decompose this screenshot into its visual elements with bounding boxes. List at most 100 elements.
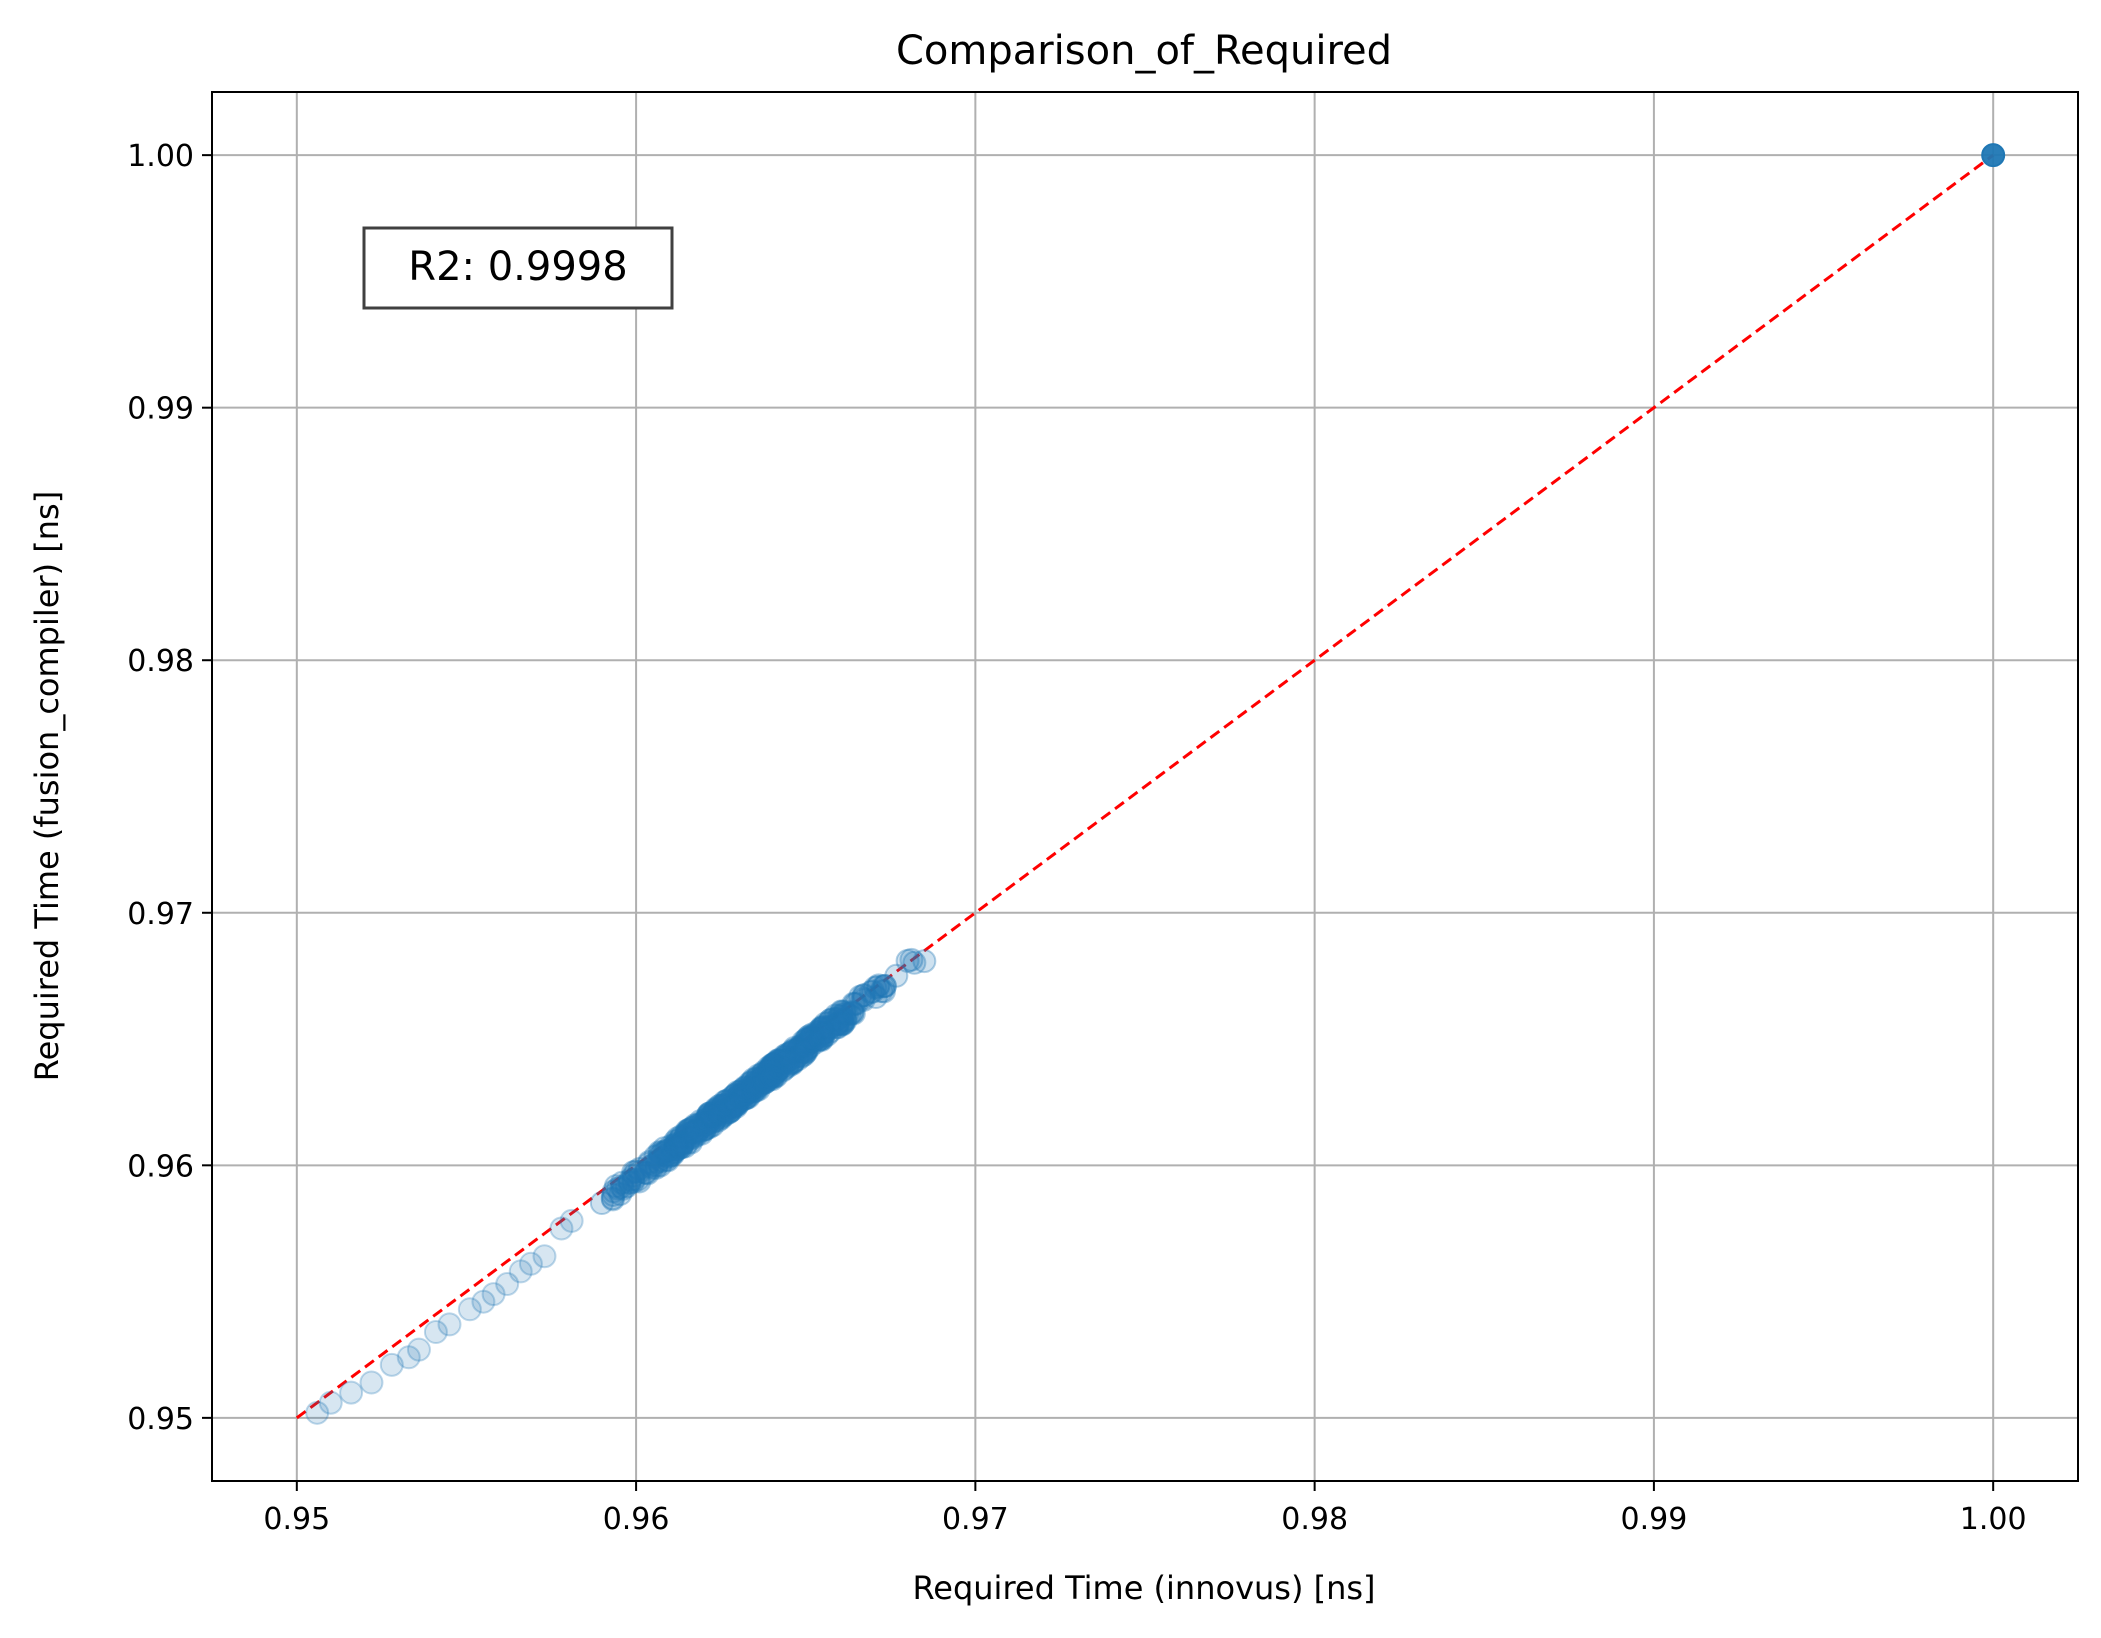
scatter-point <box>756 1067 781 1092</box>
scatter-point <box>761 1054 786 1079</box>
scatter-point <box>669 1125 694 1150</box>
scatter-point <box>720 1084 745 1109</box>
scatter-point <box>780 1050 805 1075</box>
scatter-point <box>681 1115 706 1140</box>
scatter-point <box>912 949 937 974</box>
scatter-point <box>757 1064 782 1089</box>
scatter-point <box>685 1118 710 1143</box>
scatter-point <box>649 1149 674 1174</box>
scatter-point <box>851 987 876 1012</box>
scatter-point <box>672 1130 697 1155</box>
scatter-point <box>749 1066 774 1091</box>
scatter-point <box>831 1011 856 1036</box>
scatter-point <box>724 1094 749 1119</box>
scatter-point <box>656 1145 681 1170</box>
scatter-point <box>684 1123 709 1148</box>
scatter-point <box>718 1098 743 1123</box>
scatter-point <box>689 1121 714 1146</box>
scatter-point <box>794 1037 819 1062</box>
scatter-point <box>714 1094 739 1119</box>
scatter-point <box>635 1161 660 1186</box>
scatter-point <box>692 1117 717 1142</box>
scatter-point <box>773 1048 798 1073</box>
scatter-point <box>655 1138 680 1163</box>
axis-ticks <box>202 154 1995 1491</box>
scatter-point <box>702 1108 727 1133</box>
scatter-point <box>830 1009 855 1034</box>
scatter-point <box>645 1150 670 1175</box>
scatter-point <box>758 1062 783 1087</box>
scatter-point <box>733 1085 758 1110</box>
scatter-point <box>708 1105 733 1130</box>
scatter-point <box>640 1155 665 1180</box>
scatter-point <box>745 1076 770 1101</box>
scatter-point <box>671 1130 696 1155</box>
scatter-point <box>823 1003 848 1028</box>
scatter-point <box>741 1080 766 1105</box>
scatter-point <box>733 1075 758 1100</box>
scatter-point <box>692 1113 717 1138</box>
scatter-point <box>703 1101 728 1126</box>
scatter-point <box>775 1053 800 1078</box>
scatter-point <box>902 950 927 975</box>
scatter-point <box>756 1059 781 1084</box>
scatter-point <box>755 1059 780 1084</box>
scatter-point <box>758 1057 783 1082</box>
r2-annotation-box: R2: 0.9998 <box>362 226 674 310</box>
scatter-point <box>664 1134 689 1159</box>
scatter-point <box>724 1091 749 1116</box>
scatter-point <box>784 1041 809 1066</box>
scatter-point <box>781 1039 806 1064</box>
scatter-point <box>810 1021 835 1046</box>
scatter-point <box>791 1033 816 1058</box>
scatter-point <box>858 980 883 1005</box>
scatter-point <box>772 1051 797 1076</box>
scatter-point <box>777 1041 802 1066</box>
scatter-point <box>795 1025 820 1050</box>
scatter-point <box>712 1101 737 1126</box>
scatter-point <box>716 1089 741 1114</box>
scatter-point <box>719 1086 744 1111</box>
scatter-point <box>809 1024 834 1049</box>
scatter-point <box>749 1065 774 1090</box>
scatter-point <box>731 1077 756 1102</box>
scatter-point <box>772 1056 797 1081</box>
scatter-point <box>785 1044 810 1069</box>
scatter-point <box>700 1103 725 1128</box>
scatter-point <box>724 1091 749 1116</box>
scatter-point <box>775 1048 800 1073</box>
scatter-point <box>685 1119 710 1144</box>
scatter-point <box>718 1092 743 1117</box>
scatter-point <box>776 1051 801 1076</box>
scatter-point <box>725 1080 750 1105</box>
scatter-point <box>669 1132 694 1157</box>
scatter-point <box>680 1126 705 1151</box>
scatter-point <box>318 1390 343 1415</box>
scatter-point <box>790 1029 815 1054</box>
scatter-point <box>678 1124 703 1149</box>
scatter-point <box>707 1093 732 1118</box>
scatter-point <box>724 1092 749 1117</box>
scatter-point <box>740 1076 765 1101</box>
scatter-point <box>648 1142 673 1167</box>
scatter-point <box>825 1012 850 1037</box>
scatter-point <box>812 1020 837 1045</box>
scatter-point <box>379 1352 404 1377</box>
scatter-point <box>727 1079 752 1104</box>
scatter-point <box>699 1104 724 1129</box>
scatter-point <box>725 1092 750 1117</box>
scatter-point <box>768 1048 793 1073</box>
scatter-point <box>621 1169 646 1194</box>
scatter-point <box>609 1174 634 1199</box>
scatter-point <box>717 1096 742 1121</box>
scatter-point <box>797 1030 822 1055</box>
scatter-point <box>658 1134 683 1159</box>
scatter-point <box>829 999 854 1024</box>
scatter-point <box>771 1048 796 1073</box>
scatter-point <box>712 1089 737 1114</box>
scatter-point <box>495 1272 520 1297</box>
scatter-point <box>688 1111 713 1136</box>
scatter-point <box>709 1106 734 1131</box>
scatter-point <box>821 1006 846 1031</box>
